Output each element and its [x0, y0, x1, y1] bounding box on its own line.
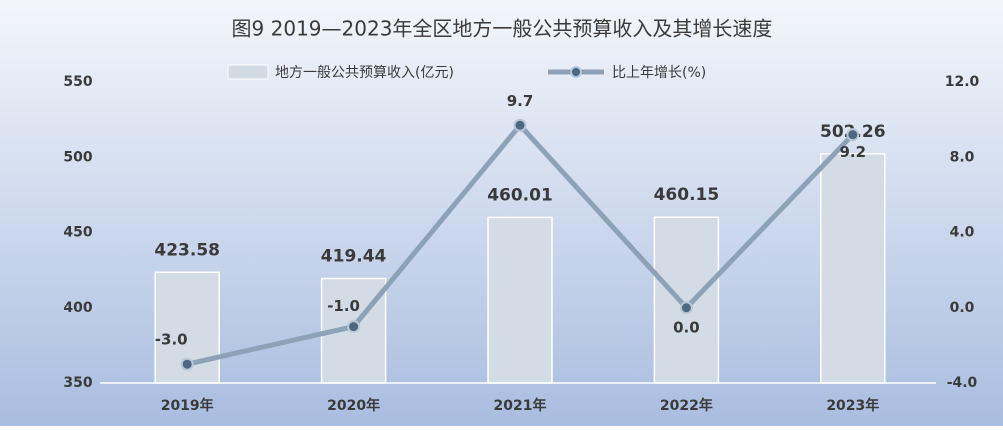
bar-value-label: 460.01	[487, 185, 553, 205]
y-tick-label: 500	[63, 149, 92, 165]
legend-swatch	[227, 64, 269, 80]
x-tick-label: 2023年	[826, 397, 879, 414]
line-value-label: 0.0	[673, 318, 700, 336]
bar	[653, 216, 720, 384]
y-tick-label: 400	[63, 300, 92, 316]
line-value-label: 9.2	[840, 143, 867, 161]
line-marker	[180, 357, 194, 371]
line-value-label: -1.0	[327, 297, 360, 315]
y2-tick-label: 12.0	[945, 74, 980, 90]
line-marker	[347, 320, 361, 334]
x-tick-label: 2019年	[161, 397, 214, 414]
x-tick-label: 2020年	[327, 397, 380, 414]
y-tick-label: 350	[63, 375, 92, 391]
line-marker	[679, 301, 693, 315]
legend-label: 比上年增长(%)	[612, 65, 706, 81]
y2-tick-label: 8.0	[950, 149, 975, 165]
legend-swatch	[570, 66, 582, 78]
y-tick-label: 450	[63, 225, 92, 241]
bar-value-label: 419.44	[321, 246, 387, 266]
bar-value-label: 423.58	[154, 240, 220, 260]
y2-tick-label: -4.0	[947, 375, 978, 391]
line-value-label: 9.7	[507, 92, 534, 110]
y2-tick-label: 0.0	[950, 300, 975, 316]
bar	[487, 216, 553, 384]
x-tick-label: 2022年	[660, 397, 713, 414]
y2-tick-label: 4.0	[950, 225, 975, 241]
y-tick-label: 550	[63, 74, 92, 90]
chart-title: 图9 2019—2023年全区地方一般公共预算收入及其增长速度	[232, 17, 773, 41]
legend-label: 地方一般公共预算收入(亿元)	[275, 65, 454, 81]
bar	[820, 153, 886, 384]
line-value-label: -3.0	[155, 331, 188, 349]
line-marker	[846, 128, 860, 142]
bar-value-label: 460.15	[654, 185, 720, 205]
x-tick-label: 2021年	[494, 397, 547, 414]
line-marker	[513, 118, 527, 132]
